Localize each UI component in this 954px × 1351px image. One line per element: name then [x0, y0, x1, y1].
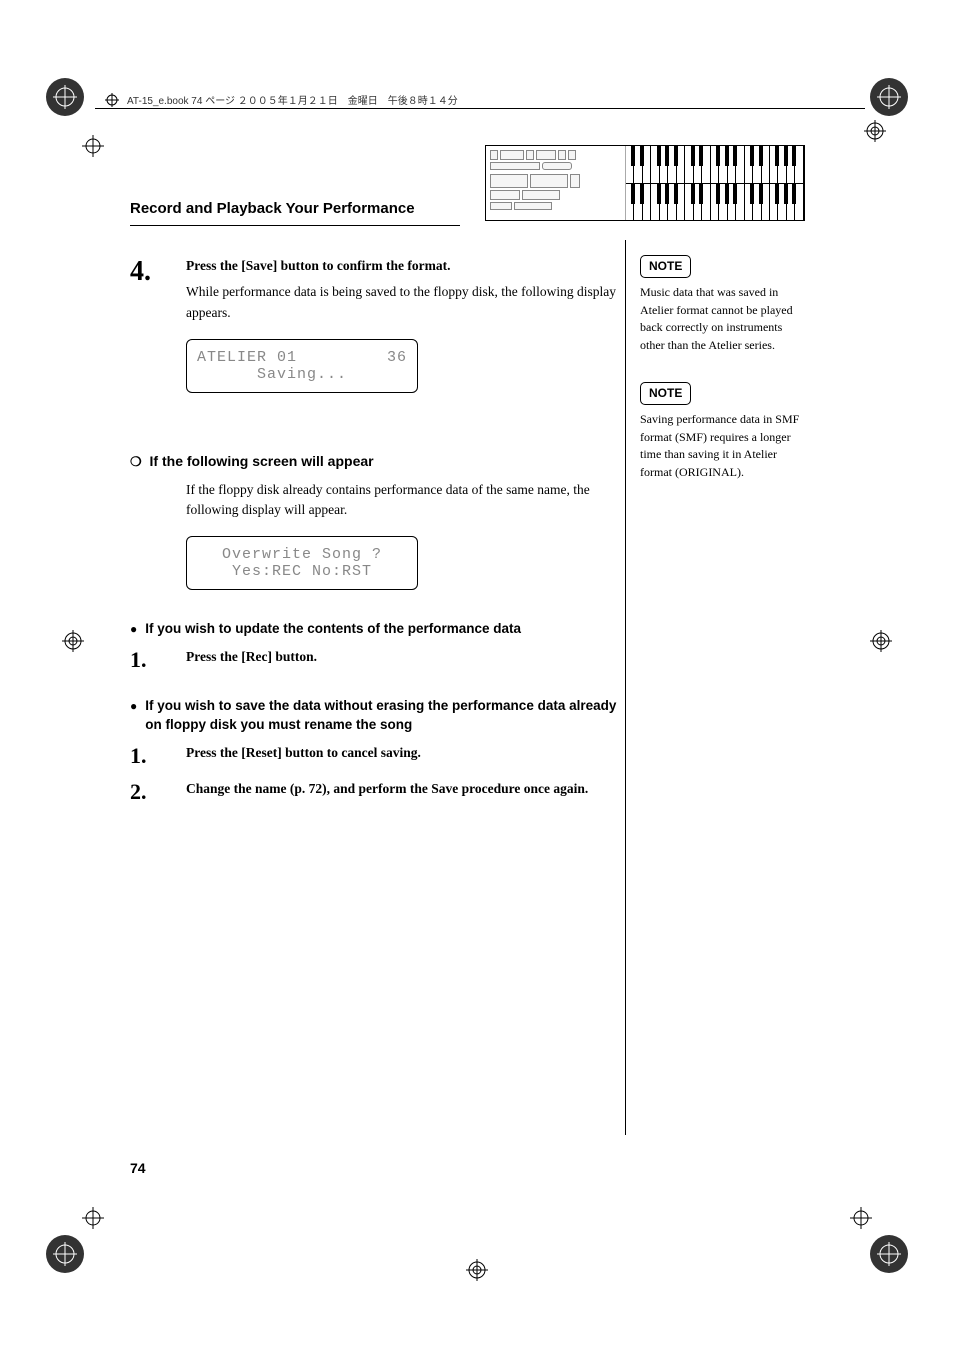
bullet1-step1-num: 1. [130, 647, 186, 671]
bullet1-step1-body: Press the [Rec] button. [186, 647, 620, 671]
reg-mark-inner-br [850, 1207, 872, 1229]
step-4: 4. Press the [Save] button to confirm th… [130, 256, 620, 323]
title-rule [130, 225, 460, 226]
note-2-label: NOTE [640, 382, 691, 405]
panel-controls [486, 146, 626, 220]
overwrite-body: If the floppy disk already contains perf… [186, 480, 620, 521]
bullet1-step1: 1. Press the [Rec] button. [130, 647, 620, 671]
step-4-number: 4. [130, 256, 186, 323]
instrument-panel-illustration [485, 145, 805, 221]
lcd2-line1: Overwrite Song ? [197, 546, 407, 563]
note-1-label: NOTE [640, 255, 691, 278]
note-1: NOTE Music data that was saved in Atelie… [640, 255, 805, 354]
book-info-text: AT-15_e.book 74 ページ ２００５年１月２１日 金曜日 午後８時１… [127, 92, 458, 107]
lcd2-line2: Yes:REC No:RST [197, 563, 407, 580]
lcd1-line1-right: 36 [387, 349, 407, 366]
page-number: 74 [130, 1160, 146, 1176]
bullet2-step1-num: 1. [130, 743, 186, 767]
lcd1-line1-left: ATELIER 01 [197, 349, 297, 366]
reg-mark-inner-tl [82, 135, 104, 157]
reg-mark-bottom [466, 1259, 488, 1281]
header-rule [95, 108, 865, 109]
book-header: AT-15_e.book 74 ページ ２００５年１月２１日 金曜日 午後８時１… [105, 92, 458, 107]
bullet2-step2-body: Change the name (p. 72), and perform the… [186, 779, 620, 803]
sub-heading-overwrite: If the following screen will appear [130, 453, 620, 470]
lcd-display-1: ATELIER 01 36 Saving... [186, 339, 418, 393]
sub-heading-overwrite-text: If the following screen will appear [150, 453, 374, 469]
side-column: NOTE Music data that was saved in Atelie… [640, 255, 805, 509]
page-content: Record and Playback Your Performance 4. … [130, 145, 805, 815]
note-2: NOTE Saving performance data in SMF form… [640, 382, 805, 481]
reg-mark-top [864, 120, 886, 142]
lcd-display-2: Overwrite Song ? Yes:REC No:RST [186, 536, 418, 590]
panel-keyboards [626, 146, 804, 220]
bullet-rename-text: If you wish to save the data without era… [145, 697, 620, 735]
reg-mark-left [62, 630, 84, 652]
corner-mark-tl [46, 78, 84, 116]
bullet-rename-heading: If you wish to save the data without era… [130, 697, 620, 735]
corner-mark-tr [870, 78, 908, 116]
note-1-text: Music data that was saved in Atelier for… [640, 284, 805, 354]
lcd1-line2: Saving... [197, 366, 407, 383]
note-2-text: Saving performance data in SMF format (S… [640, 411, 805, 481]
bullet2-step2: 2. Change the name (p. 72), and perform … [130, 779, 620, 803]
bullet-update-heading: If you wish to update the contents of th… [130, 620, 620, 639]
bullet-update-text: If you wish to update the contents of th… [145, 620, 620, 639]
bullet2-step1-body: Press the [Reset] button to cancel savin… [186, 743, 620, 767]
reg-mark-right [870, 630, 892, 652]
header-reg-icon [105, 93, 119, 107]
step-4-body: While performance data is being saved to… [186, 282, 620, 323]
corner-mark-bl [46, 1235, 84, 1273]
reg-mark-inner-bl [82, 1207, 104, 1229]
step-4-lead: Press the [Save] button to confirm the f… [186, 256, 620, 276]
bullet2-step1: 1. Press the [Reset] button to cancel sa… [130, 743, 620, 767]
corner-mark-br [870, 1235, 908, 1273]
main-column: 4. Press the [Save] button to confirm th… [130, 256, 620, 803]
bullet2-step2-num: 2. [130, 779, 186, 803]
